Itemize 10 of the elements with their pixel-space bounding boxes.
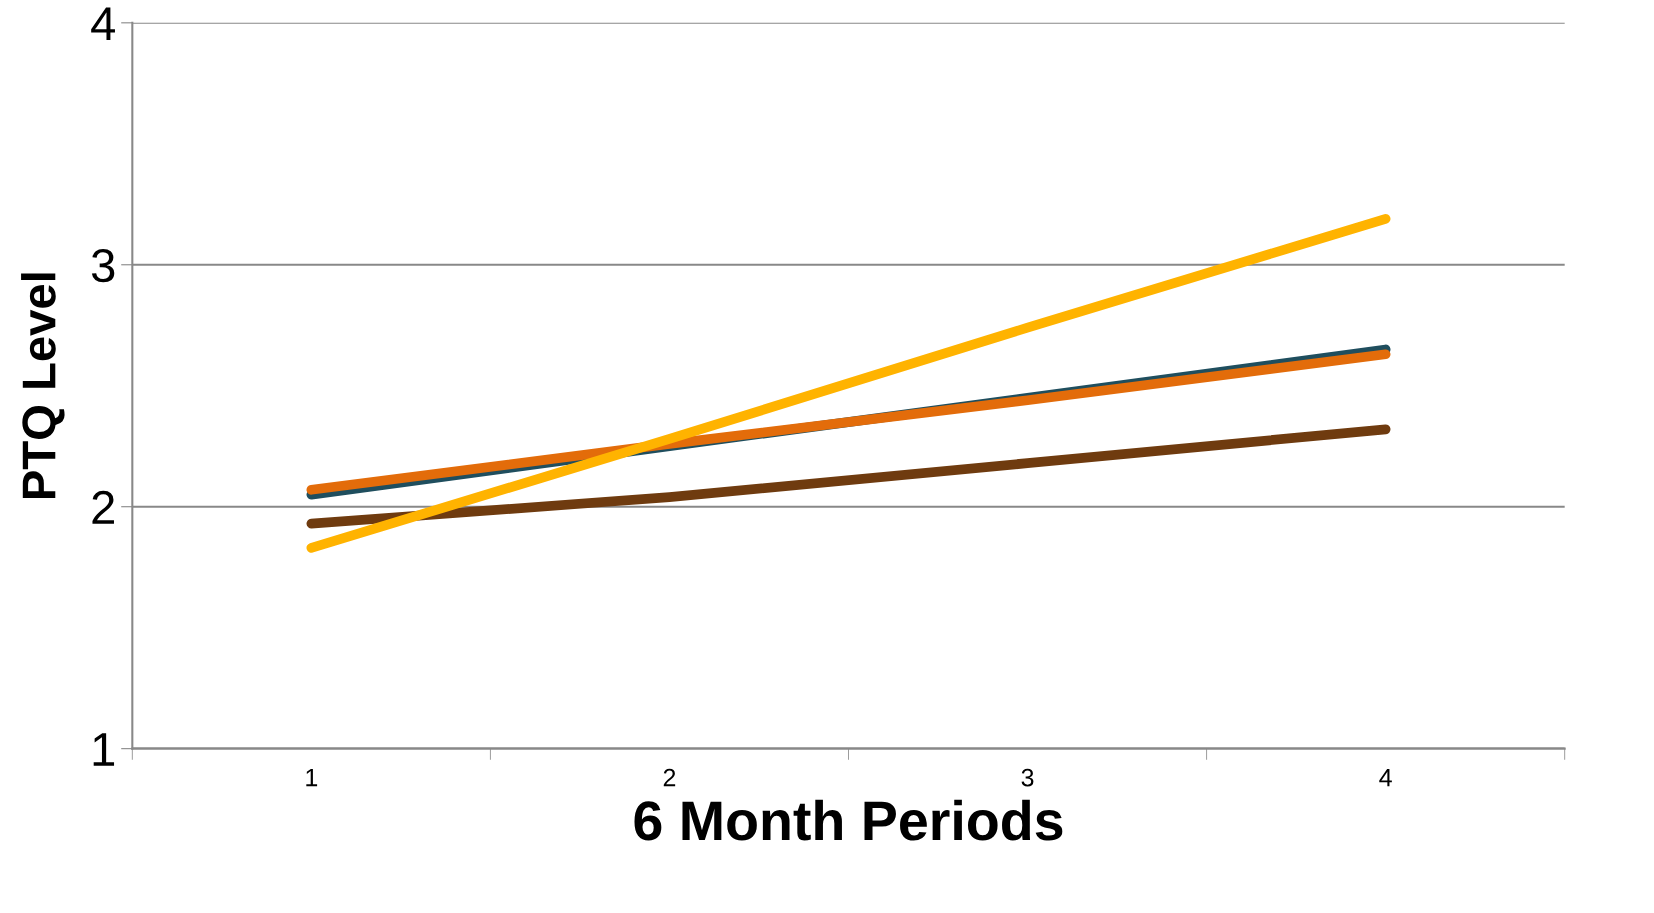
y-tick-label: 4 (91, 7, 115, 40)
x-tick-label: 2 (663, 768, 676, 787)
x-tick-label: 4 (1379, 769, 1392, 787)
y-tick-label: 1 (93, 733, 115, 766)
x-axis-title: 6 Month Periods (634, 799, 1063, 841)
x-tick-label: 3 (1021, 768, 1034, 787)
y-tick-label: 2 (92, 490, 114, 524)
y-axis-title: PTQ Level (21, 273, 65, 499)
y-tick-label: 3 (91, 248, 115, 283)
x-tick-label: 1 (306, 769, 318, 787)
